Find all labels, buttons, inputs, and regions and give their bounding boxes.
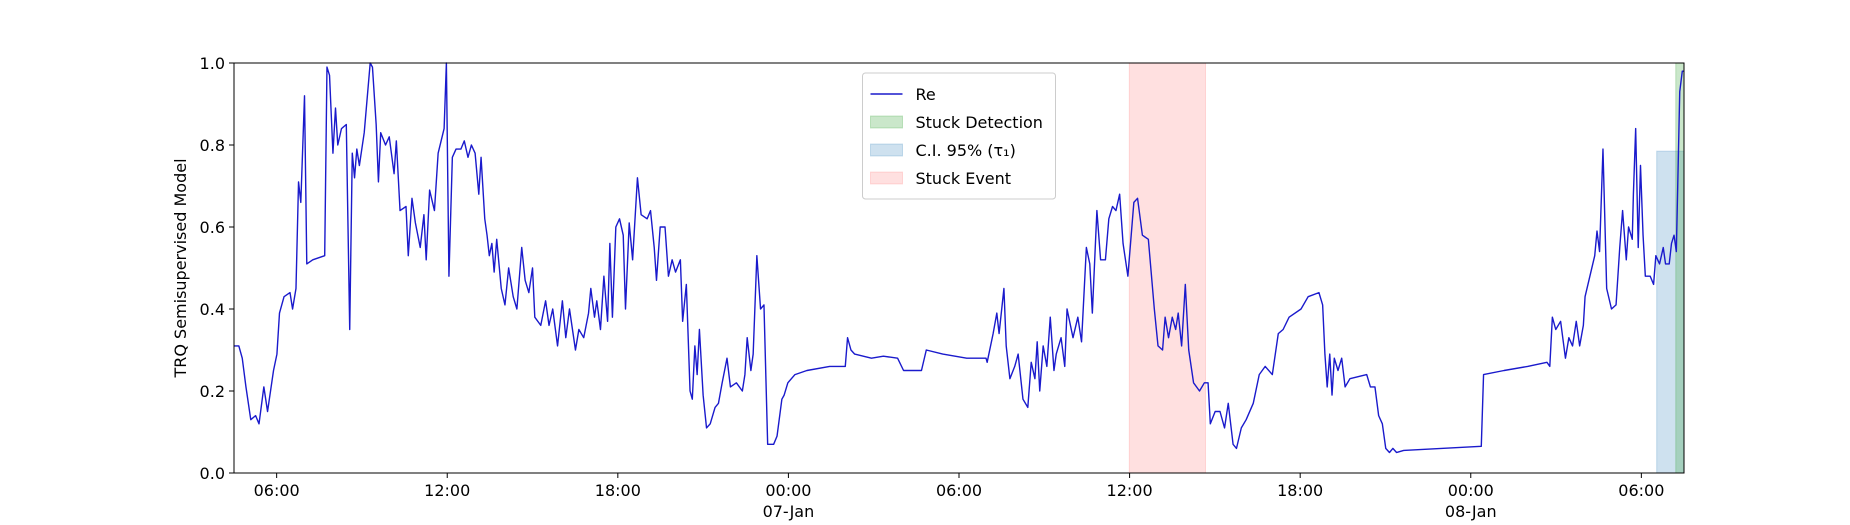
legend-box: [862, 72, 1056, 200]
span: [1656, 150, 1685, 474]
legend-label: Stuck Detection: [916, 113, 1043, 132]
legend-swatch: [870, 171, 903, 185]
legend-swatch: [870, 115, 903, 129]
x-tick-label: 06:00: [1618, 481, 1664, 500]
span: [1128, 62, 1207, 474]
y-tick-label: 1.0: [200, 54, 225, 73]
legend-swatch: [870, 143, 903, 157]
x-tick-label: 06:00: [936, 481, 982, 500]
y-tick-label: 0.6: [200, 218, 225, 237]
span: [1675, 62, 1685, 474]
legend-label: C.I. 95% (τ₁): [916, 141, 1016, 160]
y-tick-label: 0.8: [200, 136, 225, 155]
line: [234, 62, 1684, 454]
x-tick-label: 06:00: [254, 481, 300, 500]
x-tick-label: 12:00: [424, 481, 470, 500]
y-tick-label: 0.2: [200, 382, 225, 401]
legend-label: Stuck Event: [916, 169, 1012, 188]
x-tick-label: 00:00 08-Jan: [1445, 481, 1497, 521]
legend-label: Re: [916, 85, 936, 104]
y-tick-label: 0.0: [200, 464, 225, 483]
x-tick-label: 18:00: [595, 481, 641, 500]
y-tick-label: 0.4: [200, 300, 225, 319]
y-axis-label: TRQ Semisupervised Model: [171, 158, 190, 378]
x-tick-label: 12:00: [1107, 481, 1153, 500]
x-tick-label: 18:00: [1277, 481, 1323, 500]
